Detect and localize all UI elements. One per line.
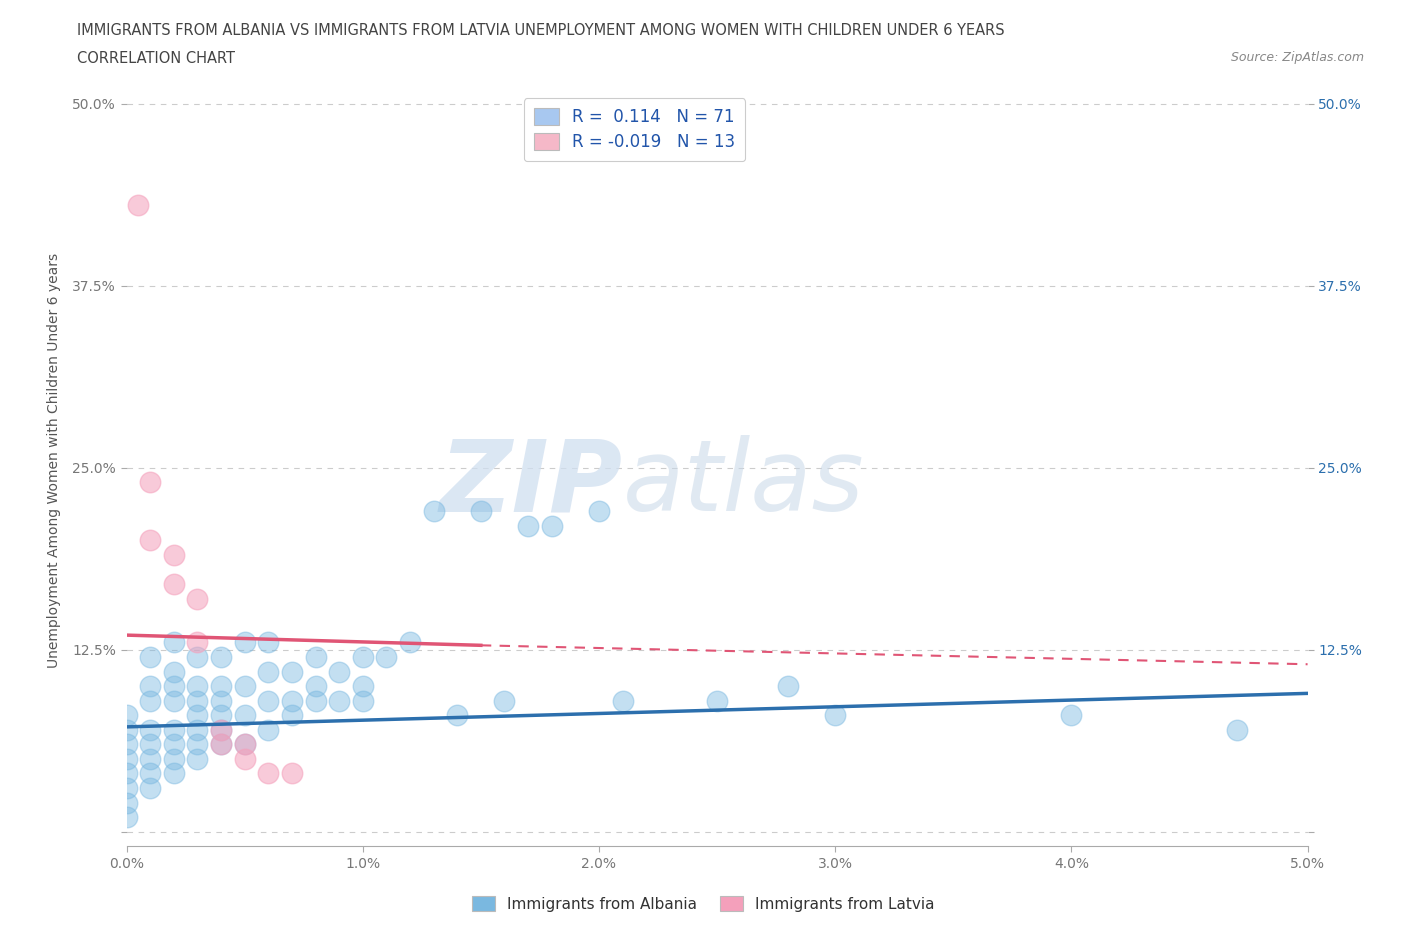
Legend: Immigrants from Albania, Immigrants from Latvia: Immigrants from Albania, Immigrants from…	[465, 889, 941, 918]
Point	[209, 737, 232, 751]
Point	[163, 679, 186, 694]
Point	[163, 635, 186, 650]
Point	[304, 649, 326, 664]
Point	[470, 504, 492, 519]
Point	[115, 708, 138, 723]
Point	[233, 751, 256, 766]
Point	[163, 766, 186, 781]
Point	[281, 708, 304, 723]
Point	[127, 198, 149, 213]
Point	[328, 693, 350, 708]
Point	[446, 708, 468, 723]
Point	[186, 751, 208, 766]
Point	[233, 635, 256, 650]
Point	[257, 693, 280, 708]
Point	[352, 679, 374, 694]
Point	[209, 737, 232, 751]
Point	[186, 723, 208, 737]
Point	[233, 708, 256, 723]
Point	[139, 474, 162, 489]
Point	[186, 591, 208, 606]
Point	[139, 737, 162, 751]
Point	[706, 693, 728, 708]
Point	[115, 810, 138, 825]
Point	[517, 518, 540, 533]
Point	[588, 504, 610, 519]
Point	[209, 693, 232, 708]
Legend: R =  0.114   N = 71, R = -0.019   N = 13: R = 0.114 N = 71, R = -0.019 N = 13	[523, 99, 745, 161]
Point	[163, 723, 186, 737]
Point	[186, 635, 208, 650]
Point	[115, 780, 138, 795]
Point	[281, 664, 304, 679]
Point	[257, 635, 280, 650]
Point	[257, 766, 280, 781]
Point	[233, 737, 256, 751]
Point	[209, 649, 232, 664]
Point	[163, 751, 186, 766]
Point	[139, 533, 162, 548]
Point	[186, 708, 208, 723]
Text: Source: ZipAtlas.com: Source: ZipAtlas.com	[1230, 51, 1364, 64]
Point	[186, 693, 208, 708]
Point	[163, 548, 186, 563]
Point	[139, 780, 162, 795]
Point	[209, 723, 232, 737]
Point	[209, 723, 232, 737]
Point	[304, 679, 326, 694]
Point	[115, 766, 138, 781]
Point	[352, 693, 374, 708]
Point	[540, 518, 562, 533]
Point	[375, 649, 398, 664]
Point	[257, 664, 280, 679]
Point	[139, 679, 162, 694]
Point	[612, 693, 634, 708]
Point	[186, 737, 208, 751]
Point	[186, 649, 208, 664]
Point	[163, 693, 186, 708]
Point	[139, 723, 162, 737]
Point	[422, 504, 444, 519]
Point	[281, 766, 304, 781]
Point	[233, 679, 256, 694]
Text: CORRELATION CHART: CORRELATION CHART	[77, 51, 235, 66]
Point	[281, 693, 304, 708]
Point	[824, 708, 846, 723]
Point	[1226, 723, 1249, 737]
Y-axis label: Unemployment Among Women with Children Under 6 years: Unemployment Among Women with Children U…	[48, 253, 60, 668]
Point	[139, 751, 162, 766]
Point	[139, 766, 162, 781]
Point	[209, 708, 232, 723]
Point	[257, 723, 280, 737]
Point	[328, 664, 350, 679]
Point	[139, 693, 162, 708]
Point	[304, 693, 326, 708]
Point	[209, 679, 232, 694]
Text: ZIP: ZIP	[440, 435, 623, 532]
Point	[186, 679, 208, 694]
Point	[115, 723, 138, 737]
Point	[115, 751, 138, 766]
Point	[163, 577, 186, 591]
Point	[776, 679, 799, 694]
Point	[163, 664, 186, 679]
Point	[233, 737, 256, 751]
Point	[1060, 708, 1083, 723]
Point	[399, 635, 422, 650]
Point	[139, 649, 162, 664]
Point	[163, 737, 186, 751]
Point	[352, 649, 374, 664]
Text: atlas: atlas	[623, 435, 865, 532]
Point	[494, 693, 516, 708]
Text: IMMIGRANTS FROM ALBANIA VS IMMIGRANTS FROM LATVIA UNEMPLOYMENT AMONG WOMEN WITH : IMMIGRANTS FROM ALBANIA VS IMMIGRANTS FR…	[77, 23, 1005, 38]
Point	[115, 795, 138, 810]
Point	[115, 737, 138, 751]
